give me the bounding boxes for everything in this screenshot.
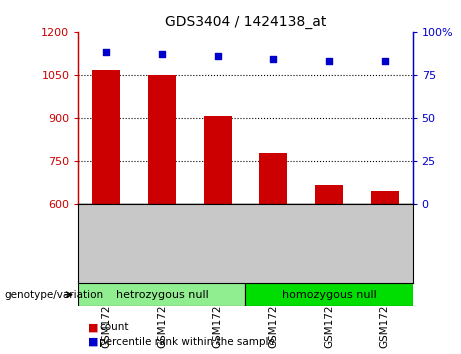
Text: percentile rank within the sample: percentile rank within the sample xyxy=(99,337,275,347)
Point xyxy=(214,53,221,59)
Text: ■: ■ xyxy=(88,322,98,332)
Text: genotype/variation: genotype/variation xyxy=(5,290,104,300)
Point xyxy=(158,51,165,57)
Bar xyxy=(204,116,231,204)
Point xyxy=(270,57,277,62)
Point xyxy=(102,50,110,55)
Point xyxy=(381,58,389,64)
Bar xyxy=(92,70,120,204)
Bar xyxy=(371,191,399,204)
Bar xyxy=(148,75,176,204)
Text: count: count xyxy=(99,322,129,332)
Point xyxy=(325,58,333,64)
FancyBboxPatch shape xyxy=(78,283,246,306)
Text: hetrozygous null: hetrozygous null xyxy=(116,290,208,300)
Bar xyxy=(260,154,287,204)
Bar xyxy=(315,185,343,204)
Title: GDS3404 / 1424138_at: GDS3404 / 1424138_at xyxy=(165,16,326,29)
Text: ■: ■ xyxy=(88,337,98,347)
Text: homozygous null: homozygous null xyxy=(282,290,377,300)
FancyBboxPatch shape xyxy=(246,283,413,306)
